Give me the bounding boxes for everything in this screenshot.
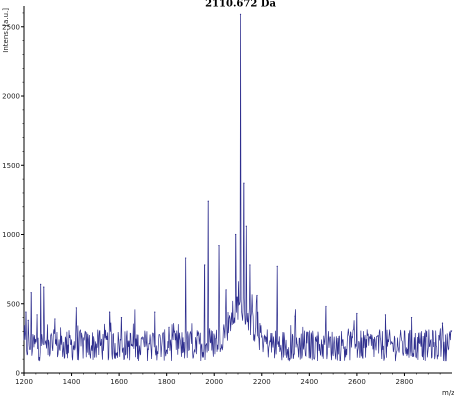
peak-point [43,286,45,288]
peak-point [30,292,32,294]
x-axis-label: m/z [442,389,454,397]
peak-point [441,322,444,324]
x-tick-label: 1600 [110,378,128,386]
y-tick-label: 1000 [2,231,20,239]
peak-point [54,318,56,320]
x-axis-ticks: 1200 1400 1600 1800 2000 2200 2400 2600 2800 [15,373,441,386]
x-tick-label: 1400 [63,378,81,386]
x-tick-label: 1200 [15,378,33,386]
peak-point [356,312,358,315]
peak-point [109,311,111,313]
peak-point [294,315,296,317]
peak-point [384,314,387,316]
peak-point [25,311,27,313]
x-tick-label: 2400 [300,378,318,386]
peak-point [239,13,242,15]
peak-point [154,311,156,313]
peak-point [225,289,227,291]
peak-point [40,283,42,285]
spectrum-trace [23,13,453,362]
peak-point [235,233,237,236]
peak-point [75,307,77,309]
peak-point [325,305,327,308]
peak-point [218,244,220,247]
x-tick-label: 2200 [253,378,271,386]
peak-point [27,319,29,321]
x-tick-label: 2600 [348,378,366,386]
peak-point [410,317,413,319]
peak-point [245,225,247,227]
peak-point [207,200,209,202]
x-tick-label: 1800 [158,378,176,386]
peak-point [243,182,245,184]
peak-annotation: 2110.672 Da [205,0,276,9]
peak-point [276,265,278,267]
y-tick-label: 0 [16,370,20,378]
y-tick-label: 2500 [2,23,20,31]
y-axis-label: Intens. [a.u.] [2,8,10,53]
y-tick-label: 1500 [2,162,20,170]
peak-point [204,264,206,266]
x-tick-label: 2800 [396,378,414,386]
peak-point [185,257,187,259]
peak-point [249,264,251,266]
peak-point [120,317,123,319]
peak-point [256,294,258,297]
spectrum-plot-area [23,13,453,362]
y-axis-ticks: 0 500 1000 1500 2000 2500 [2,12,24,378]
y-tick-label: 2000 [2,93,20,101]
peak-point [168,326,170,328]
x-tick-label: 2000 [205,378,223,386]
peak-point [36,314,38,316]
y-tick-label: 500 [7,300,20,308]
